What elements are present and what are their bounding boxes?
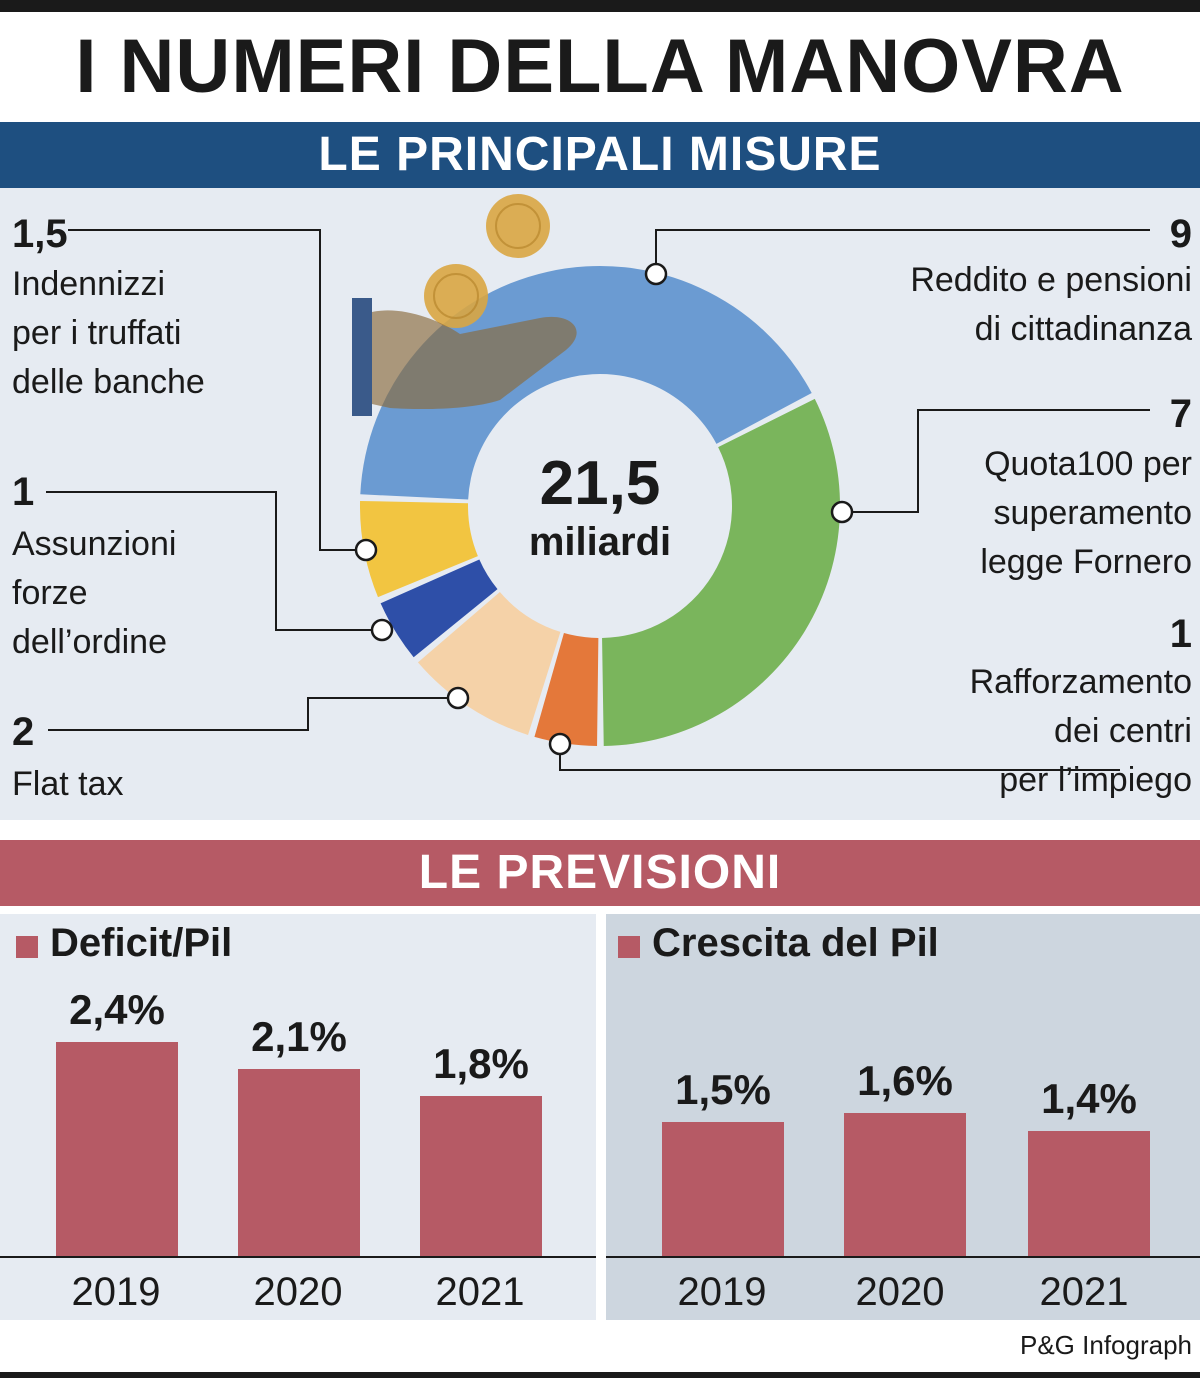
label-assunzioni: Assunzioni forze dell’ordine <box>12 520 176 667</box>
page-title: I NUMERI DELLA MANOVRA <box>75 24 1125 109</box>
growth-bar-label: 1,4% <box>1041 1075 1137 1123</box>
donut-total-unit: miliardi <box>528 520 672 564</box>
donut-slice <box>360 500 478 598</box>
label-line: delle banche <box>12 363 205 401</box>
deficit-baseline <box>0 1256 596 1258</box>
growth-bar-label: 1,5% <box>675 1066 771 1114</box>
deficit-panel: Deficit/Pil 2,4% 2,1% 1,8% 2019 2020 2021 <box>0 914 596 1320</box>
label-line: di cittadinanza <box>974 310 1192 348</box>
donut-slice <box>534 632 599 746</box>
deficit-title: Deficit/Pil <box>50 921 233 965</box>
bottom-rule <box>0 1372 1200 1378</box>
marker-flat-tax <box>446 686 470 710</box>
leader-flat-tax <box>48 697 458 731</box>
label-line: Indennizzi <box>12 265 166 303</box>
marker-centri <box>548 732 572 756</box>
deficit-bar <box>420 1095 542 1256</box>
leader-lines <box>46 229 1150 771</box>
label-line: dei centri <box>1054 712 1192 750</box>
hand-coins-icon <box>352 194 577 416</box>
deficit-bar-label: 1,8% <box>433 1039 529 1087</box>
value-centri: 1 <box>1169 612 1192 656</box>
growth-bar <box>844 1113 966 1256</box>
label-line: dell’ordine <box>12 623 167 661</box>
deficit-year: 2021 <box>435 1270 525 1314</box>
marker-reddito <box>644 262 668 286</box>
legend-swatch <box>618 936 640 958</box>
label-line: legge Fornero <box>980 543 1192 581</box>
label-line: Rafforzamento <box>969 663 1192 701</box>
growth-year: 2019 <box>677 1270 767 1314</box>
donut-slices <box>360 266 841 746</box>
section-title-forecast: LE PREVISIONI <box>418 846 782 899</box>
section-header-forecast: LE PREVISIONI <box>0 840 1200 906</box>
leader-assunzioni <box>46 491 382 631</box>
marker-indennizzi <box>354 538 378 562</box>
growth-year: 2021 <box>1039 1270 1129 1314</box>
label-centri: Rafforzamento dei centri per l’impiego <box>970 658 1192 805</box>
value-quota100: 7 <box>1169 392 1192 436</box>
label-indennizzi: Indennizzi per i truffati delle banche <box>12 260 205 407</box>
value-indennizzi: 1,5 <box>12 212 68 256</box>
section-header-measures: LE PRINCIPALI MISURE <box>0 122 1200 188</box>
donut-slice <box>380 559 498 658</box>
label-line: Reddito e pensioni <box>910 261 1192 299</box>
deficit-year: 2020 <box>253 1270 343 1314</box>
label-line: Flat tax <box>12 765 124 803</box>
deficit-bar <box>238 1068 360 1256</box>
donut-chart <box>46 194 1150 771</box>
value-flat-tax: 2 <box>12 710 35 754</box>
value-assunzioni: 1 <box>12 470 35 514</box>
section-title-measures: LE PRINCIPALI MISURE <box>318 128 882 181</box>
marker-assunzioni <box>370 618 394 642</box>
deficit-bar-label: 2,4% <box>69 986 165 1033</box>
deficit-bar-label: 2,1% <box>251 1012 347 1060</box>
growth-bar <box>1028 1131 1150 1256</box>
donut-slice <box>360 266 812 500</box>
growth-baseline <box>606 1256 1200 1258</box>
growth-bar <box>662 1122 784 1256</box>
marker-quota100 <box>830 500 854 524</box>
donut-total-value: 21,5 <box>539 449 661 518</box>
growth-title: Crescita del Pil <box>652 921 939 965</box>
deficit-bar <box>56 1042 178 1256</box>
label-reddito: Reddito e pensioni di cittadinanza <box>910 256 1192 354</box>
leader-indennizzi <box>68 229 366 551</box>
leader-quota100 <box>842 409 1150 513</box>
donut-slice <box>602 398 841 746</box>
credit-text: P&G Infograph <box>1020 1330 1192 1360</box>
donut-slice <box>417 592 561 735</box>
growth-panel: Crescita del Pil 1,5% 1,6% 1,4% 2019 2020 … <box>606 914 1200 1320</box>
legend-swatch <box>16 936 38 958</box>
label-flat-tax: Flat tax <box>12 760 123 809</box>
label-line: per i truffati <box>12 314 182 352</box>
value-reddito: 9 <box>1169 212 1192 256</box>
label-line: per l’impiego <box>999 761 1192 799</box>
label-line: Assunzioni <box>12 525 177 563</box>
growth-bar-label: 1,6% <box>857 1057 953 1105</box>
label-line: Quota100 per <box>984 445 1192 483</box>
top-rule <box>0 0 1200 12</box>
leader-reddito <box>655 229 1150 274</box>
deficit-year: 2019 <box>71 1270 161 1314</box>
label-quota100: Quota100 per superamento legge Fornero <box>980 440 1192 587</box>
growth-year: 2020 <box>855 1270 945 1314</box>
label-line: forze <box>12 574 88 612</box>
label-line: superamento <box>993 494 1192 532</box>
slice-markers <box>354 262 854 756</box>
